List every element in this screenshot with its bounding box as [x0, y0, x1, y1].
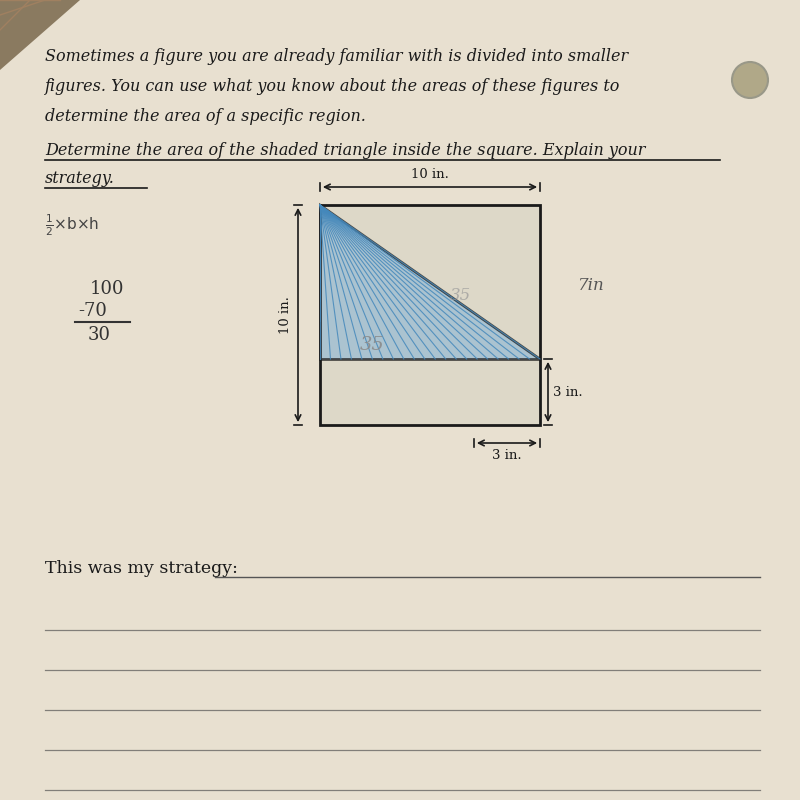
Text: $\frac{1}{2}$×b×h: $\frac{1}{2}$×b×h [45, 212, 99, 238]
Text: -70: -70 [78, 302, 107, 320]
Text: This was my strategy:: This was my strategy: [45, 560, 238, 577]
Text: 7in: 7in [578, 277, 605, 294]
Text: Determine the area of the shaded triangle inside the square. Explain your: Determine the area of the shaded triangl… [45, 142, 646, 159]
Circle shape [732, 62, 768, 98]
Polygon shape [320, 205, 540, 359]
Text: 10 in.: 10 in. [279, 296, 292, 334]
Text: strategy.: strategy. [45, 170, 115, 187]
Text: 35: 35 [450, 286, 471, 303]
Text: 100: 100 [90, 280, 125, 298]
Bar [320, 205, 540, 425]
Text: 3 in.: 3 in. [492, 449, 522, 462]
Text: determine the area of a specific region.: determine the area of a specific region. [45, 108, 366, 125]
Text: 35: 35 [360, 336, 385, 354]
Polygon shape [0, 0, 80, 70]
Text: 10 in.: 10 in. [411, 168, 449, 181]
Text: 30: 30 [88, 326, 111, 344]
Text: Sometimes a figure you are already familiar with is divided into smaller: Sometimes a figure you are already famil… [45, 48, 628, 65]
Text: 3 in.: 3 in. [553, 386, 582, 398]
Text: figures. You can use what you know about the areas of these figures to: figures. You can use what you know about… [45, 78, 620, 95]
